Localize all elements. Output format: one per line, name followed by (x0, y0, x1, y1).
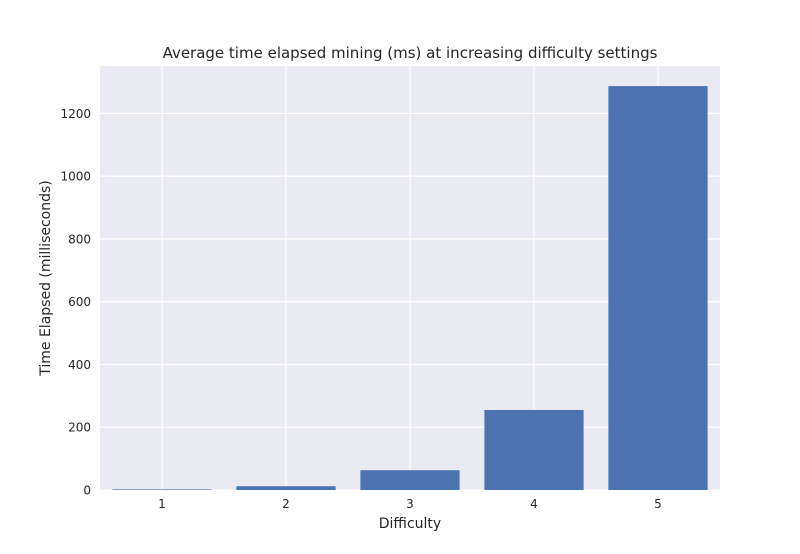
bars (112, 86, 708, 490)
y-tick-labels: 0 200 400 600 800 1000 1200 (60, 107, 91, 498)
x-tick-label: 5 (654, 497, 662, 511)
x-tick-label: 4 (530, 497, 538, 511)
x-tick-label: 3 (406, 497, 414, 511)
bar-difficulty-3 (360, 470, 460, 490)
y-tick-label: 600 (68, 295, 91, 309)
bar-difficulty-2 (236, 486, 336, 490)
bar-difficulty-1 (112, 489, 212, 490)
y-tick-label: 1000 (60, 170, 91, 184)
y-tick-label: 400 (68, 358, 91, 372)
x-tick-label: 1 (158, 497, 166, 511)
y-axis-label: Time Elapsed (milliseconds) (38, 180, 54, 377)
y-tick-label: 0 (83, 484, 91, 498)
bar-difficulty-5 (608, 86, 708, 490)
y-tick-label: 200 (68, 421, 91, 435)
chart-title: Average time elapsed mining (ms) at incr… (163, 44, 658, 62)
x-axis-label: Difficulty (379, 516, 441, 532)
x-tick-labels: 1 2 3 4 5 (158, 497, 662, 511)
y-tick-label: 800 (68, 232, 91, 246)
bar-difficulty-4 (484, 409, 584, 490)
x-tick-label: 2 (282, 497, 290, 511)
y-tick-label: 1200 (60, 107, 91, 121)
